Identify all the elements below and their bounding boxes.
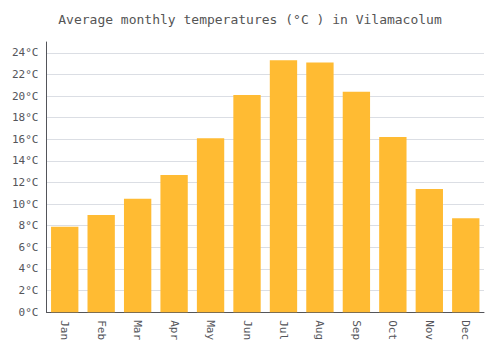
- svg-text:Dec: Dec: [459, 320, 472, 340]
- svg-text:Sep: Sep: [350, 320, 363, 340]
- svg-text:May: May: [204, 320, 217, 340]
- svg-text:Apr: Apr: [168, 320, 181, 340]
- svg-text:Nov: Nov: [423, 320, 436, 340]
- svg-text:6°C: 6°C: [19, 241, 39, 254]
- svg-text:4°C: 4°C: [19, 262, 39, 275]
- svg-text:16°C: 16°C: [12, 133, 39, 146]
- svg-text:2°C: 2°C: [19, 284, 39, 297]
- svg-text:Aug: Aug: [313, 320, 326, 340]
- svg-text:24°C: 24°C: [12, 46, 39, 59]
- svg-text:Feb: Feb: [95, 320, 108, 340]
- svg-text:Jul: Jul: [277, 320, 290, 340]
- svg-text:Mar: Mar: [131, 320, 144, 340]
- svg-text:0°C: 0°C: [19, 306, 39, 319]
- svg-text:22°C: 22°C: [12, 68, 39, 81]
- svg-text:Jan: Jan: [58, 320, 71, 340]
- svg-text:14°C: 14°C: [12, 154, 39, 167]
- svg-text:12°C: 12°C: [12, 176, 39, 189]
- svg-text:Average monthly temperatures (: Average monthly temperatures (°C ) in Vi…: [58, 12, 442, 27]
- svg-text:Oct: Oct: [386, 320, 399, 340]
- svg-text:10°C: 10°C: [12, 198, 39, 211]
- svg-text:Jun: Jun: [241, 320, 254, 340]
- svg-text:8°C: 8°C: [19, 219, 39, 232]
- svg-text:18°C: 18°C: [12, 111, 39, 124]
- svg-text:20°C: 20°C: [12, 90, 39, 103]
